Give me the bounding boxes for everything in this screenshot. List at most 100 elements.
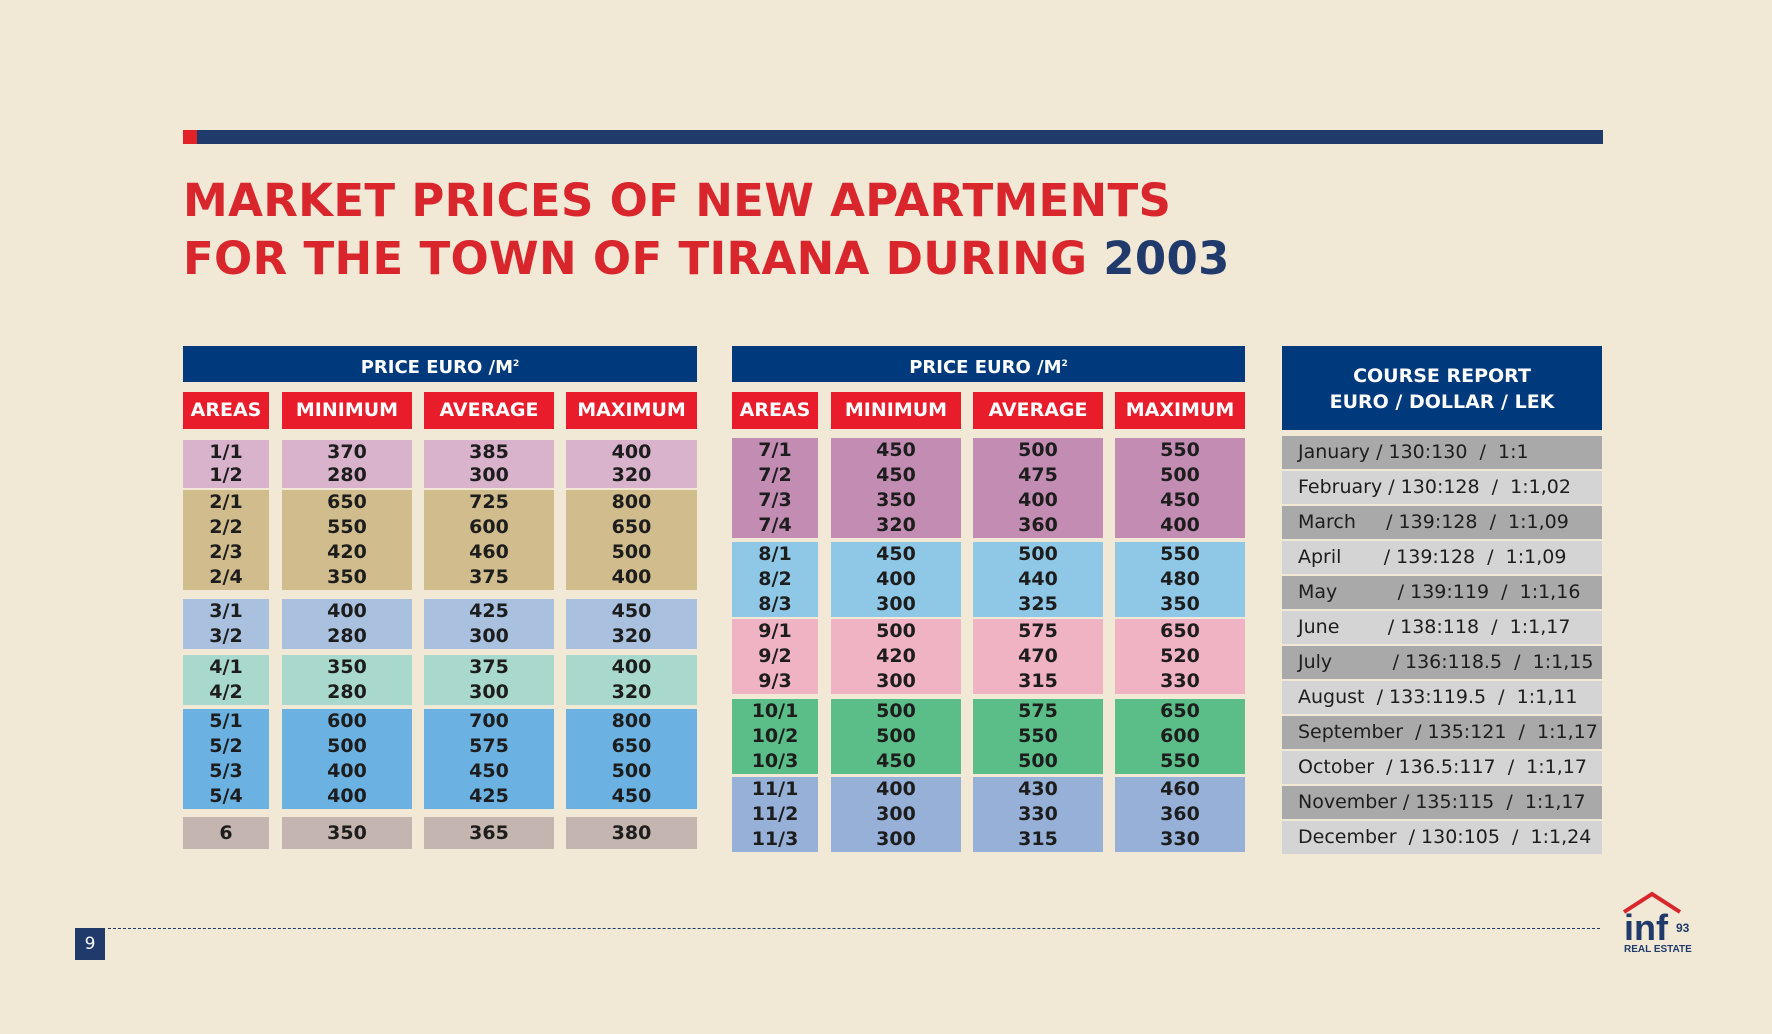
cell-minimum: 400: [282, 599, 412, 624]
cell-maximum: 500: [1115, 463, 1245, 488]
course-row: January / 130:130 / 1:1: [1282, 436, 1602, 469]
cell-minimum: 450: [831, 463, 961, 488]
cell-average: 325: [973, 592, 1103, 617]
cell-maximum: 320: [566, 624, 697, 649]
cell-area: 4/1: [183, 655, 269, 680]
cell-average: 725: [424, 490, 554, 515]
cell-minimum: 550: [282, 515, 412, 540]
cell-minimum: 400: [831, 777, 961, 802]
cell-average: 460: [424, 540, 554, 565]
top-rule: [183, 130, 1603, 144]
column-header-average: AVERAGE: [973, 392, 1103, 429]
cell-minimum: 300: [831, 669, 961, 694]
cell-average: 375: [424, 565, 554, 590]
cell-maximum: 330: [1115, 669, 1245, 694]
cell-minimum: 300: [831, 802, 961, 827]
cell-area: 11/2: [732, 802, 818, 827]
cell-minimum: 450: [831, 749, 961, 774]
cell-minimum: 400: [282, 759, 412, 784]
logo-text: inf: [1624, 907, 1669, 948]
cell-average: 360: [973, 513, 1103, 538]
cell-maximum: 650: [566, 734, 697, 759]
course-row: March / 139:128 / 1:1,09: [1282, 506, 1602, 539]
cell-minimum: 600: [282, 709, 412, 734]
cell-area: 5/2: [183, 734, 269, 759]
cell-area: 6: [183, 817, 269, 849]
course-row: June / 138:118 / 1:1,17: [1282, 611, 1602, 644]
cell-maximum: 320: [566, 680, 697, 705]
cell-average: 400: [973, 488, 1103, 513]
cell-minimum: 500: [831, 724, 961, 749]
cell-average: 425: [424, 784, 554, 809]
cell-maximum: 360: [1115, 802, 1245, 827]
cell-maximum: 400: [566, 440, 697, 465]
course-row: December / 130:105 / 1:1,24: [1282, 821, 1602, 854]
cell-average: 385: [424, 440, 554, 465]
cell-area: 2/4: [183, 565, 269, 590]
course-row: May / 139:119 / 1:1,16: [1282, 576, 1602, 609]
cell-area: 10/3: [732, 749, 818, 774]
logo-icon: inf 93 REAL ESTATE: [1622, 891, 1692, 955]
cell-area: 1/1: [183, 440, 269, 465]
course-row: September / 135:121 / 1:1,17: [1282, 716, 1602, 749]
cell-maximum: 550: [1115, 542, 1245, 567]
price-table-right: PRICE EURO /M2 AREAS MINIMUM AVERAGE MAXIMU…: [732, 346, 1245, 852]
cell-average: 300: [424, 680, 554, 705]
course-report-header: COURSE REPORT EURO / DOLLAR / LEK: [1282, 346, 1602, 430]
cell-minimum: 650: [282, 490, 412, 515]
cell-maximum: 450: [1115, 488, 1245, 513]
cell-average: 315: [973, 827, 1103, 852]
cell-minimum: 300: [831, 592, 961, 617]
course-row: October / 136.5:117 / 1:1,17: [1282, 751, 1602, 784]
cell-average: 500: [973, 749, 1103, 774]
cell-area: 8/1: [732, 542, 818, 567]
column-header-areas: AREAS: [732, 392, 818, 429]
cell-area: 7/2: [732, 463, 818, 488]
cell-maximum: 500: [566, 540, 697, 565]
course-row: February / 130:128 / 1:1,02: [1282, 471, 1602, 504]
cell-maximum: 650: [1115, 699, 1245, 724]
column-header-minimum: MINIMUM: [831, 392, 961, 429]
page-number: 9: [75, 928, 105, 960]
top-rule-accent: [183, 130, 197, 144]
cell-minimum: 420: [282, 540, 412, 565]
cell-minimum: 400: [831, 567, 961, 592]
cell-minimum: 500: [282, 734, 412, 759]
price-header-sup: 2: [1061, 359, 1068, 369]
cell-maximum: 330: [1115, 827, 1245, 852]
course-row: August / 133:119.5 / 1:1,11: [1282, 681, 1602, 714]
cell-maximum: 550: [1115, 438, 1245, 463]
cell-minimum: 500: [831, 699, 961, 724]
cell-area: 9/1: [732, 619, 818, 644]
cell-minimum: 280: [282, 463, 412, 488]
cell-average: 575: [973, 619, 1103, 644]
cell-area: 8/2: [732, 567, 818, 592]
cell-area: 5/1: [183, 709, 269, 734]
cell-area: 1/2: [183, 463, 269, 488]
cell-minimum: 320: [831, 513, 961, 538]
cell-area: 3/1: [183, 599, 269, 624]
cell-area: 11/3: [732, 827, 818, 852]
cell-minimum: 350: [282, 817, 412, 849]
footer-dashed-line: [108, 928, 1600, 929]
cell-minimum: 400: [282, 784, 412, 809]
cell-area: 8/3: [732, 592, 818, 617]
logo-sub: REAL ESTATE: [1624, 944, 1692, 955]
cell-average: 425: [424, 599, 554, 624]
price-table-header: PRICE EURO /M2: [732, 346, 1245, 382]
cell-area: 11/1: [732, 777, 818, 802]
cell-average: 315: [973, 669, 1103, 694]
column-header-average: AVERAGE: [424, 392, 554, 429]
cell-average: 300: [424, 624, 554, 649]
cell-maximum: 650: [566, 515, 697, 540]
price-table-left: PRICE EURO /M2 AREAS MINIMUM AVERAGE MAXIMU…: [183, 346, 697, 849]
column-header-minimum: MINIMUM: [282, 392, 412, 429]
cell-maximum: 400: [566, 655, 697, 680]
cell-maximum: 320: [566, 463, 697, 488]
cell-area: 5/4: [183, 784, 269, 809]
cell-average: 475: [973, 463, 1103, 488]
logo-sup: 93: [1676, 921, 1690, 935]
cell-area: 3/2: [183, 624, 269, 649]
cell-average: 470: [973, 644, 1103, 669]
column-header-areas: AREAS: [183, 392, 269, 429]
